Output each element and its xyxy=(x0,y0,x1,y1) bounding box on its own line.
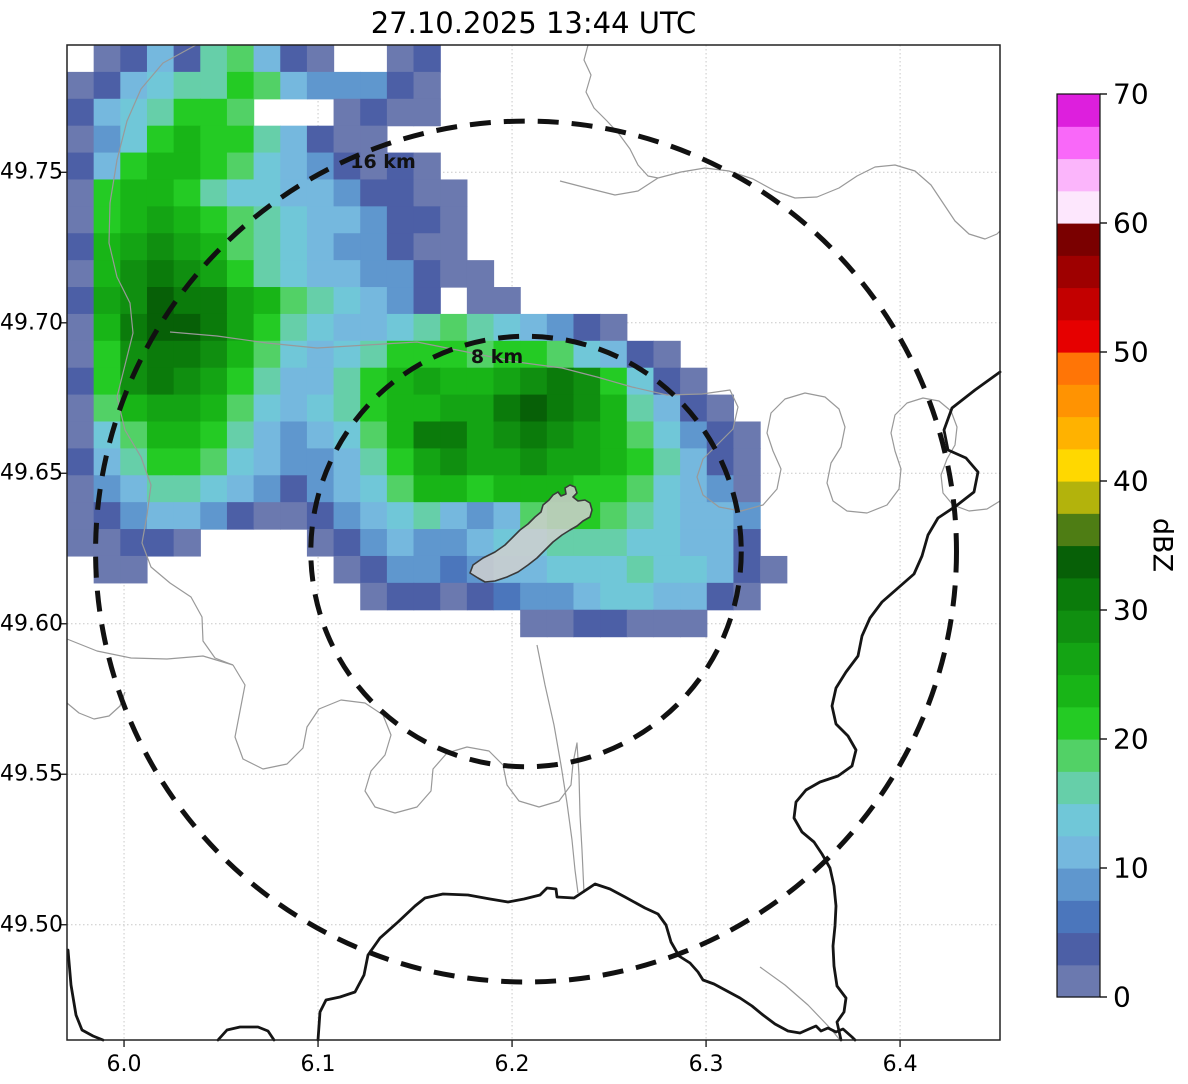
range-ring-label-8km: 8 km xyxy=(470,346,524,368)
y-axis-tick-label: 49.50 xyxy=(0,912,63,938)
x-axis-tick-label: 6.4 xyxy=(882,1052,918,1077)
colorbar-tick-label: 0 xyxy=(1113,980,1131,1014)
x-axis-tick-label: 6.3 xyxy=(688,1052,724,1077)
chart-title: 27.10.2025 13:44 UTC xyxy=(370,6,697,40)
x-axis-tick-label: 6.2 xyxy=(494,1052,530,1077)
colorbar-tick-label: 70 xyxy=(1113,77,1149,111)
colorbar-tick-label: 30 xyxy=(1113,593,1149,627)
colorbar-tick-label: 40 xyxy=(1113,464,1149,498)
x-axis-tick-label: 6.0 xyxy=(106,1052,142,1077)
y-axis-tick-label: 49.60 xyxy=(0,611,63,637)
colorbar-tick-label: 20 xyxy=(1113,722,1149,756)
y-axis-tick-label: 49.70 xyxy=(0,310,63,336)
colorbar-tick-label: 60 xyxy=(1113,206,1149,240)
y-axis-tick-label: 49.55 xyxy=(0,761,63,787)
y-axis-tick-label: 49.65 xyxy=(0,460,63,486)
colorbar-tick-label: 50 xyxy=(1113,335,1149,369)
x-axis-tick-label: 6.1 xyxy=(300,1052,336,1077)
colorbar-axis-label: dBZ xyxy=(1146,517,1178,573)
colorbar-tick-label: 10 xyxy=(1113,851,1149,885)
y-axis-tick-label: 49.75 xyxy=(0,159,63,185)
range-ring-label-16km: 16 km xyxy=(350,151,416,173)
